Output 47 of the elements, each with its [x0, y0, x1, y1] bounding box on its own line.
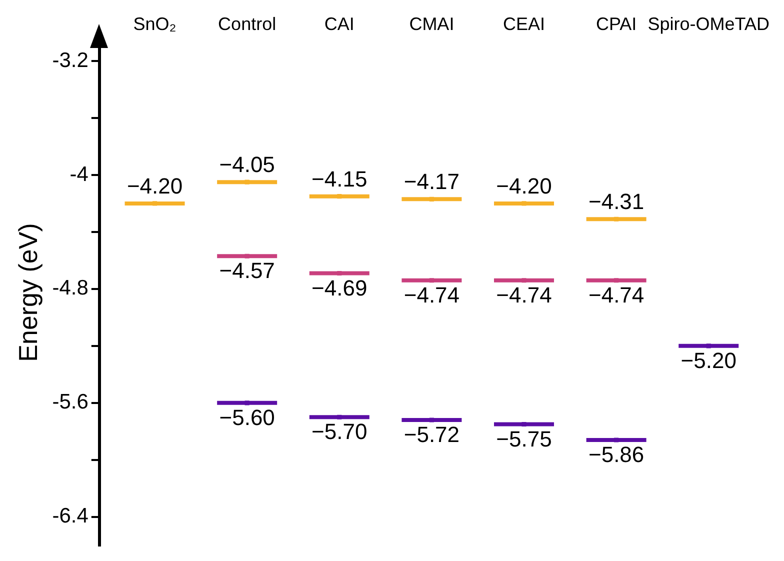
data-label: −5.75: [496, 426, 552, 452]
x-tick-label: CEAI: [502, 14, 546, 34]
point: [337, 414, 342, 420]
y-tick-label: -6.4: [52, 504, 89, 528]
point: [429, 418, 434, 422]
data-label: −5.20: [680, 348, 736, 373]
point: [337, 271, 342, 276]
data-label: −4.74: [404, 282, 460, 308]
data-label: −5.60: [219, 404, 275, 430]
point: [429, 196, 434, 202]
point: [244, 180, 250, 184]
data-label: −4.17: [404, 169, 460, 194]
data-label: −4.74: [496, 282, 552, 308]
y-tick-label: -3.2: [52, 48, 88, 72]
y-tick-label: -4.8: [52, 276, 88, 300]
y-axis-title: Energy (eV): [12, 223, 43, 362]
x-tick-label: SnO₂: [133, 14, 176, 34]
x-tick-label: CPAI: [596, 14, 637, 34]
point: [522, 201, 526, 206]
x-tick-label: CMAI: [409, 14, 454, 34]
point: [337, 194, 342, 199]
x-tick-label: Control: [218, 14, 276, 34]
point: [614, 438, 619, 442]
data-label: −4.69: [312, 275, 368, 300]
data-label: −4.74: [588, 282, 644, 308]
point: [429, 278, 434, 283]
point: [614, 278, 619, 283]
point: [152, 201, 158, 206]
y-tick-label: -5.6: [52, 390, 88, 414]
data-label: −5.86: [588, 442, 644, 468]
data-label: −4.20: [496, 174, 552, 199]
point: [522, 422, 526, 427]
data-label: −5.70: [312, 419, 368, 444]
point: [706, 344, 711, 348]
y-tick-label: -4: [70, 162, 89, 186]
x-tick-label: Spiro-OMeTAD: [648, 14, 770, 34]
point: [614, 216, 619, 222]
data-label: −4.05: [219, 152, 275, 178]
point: [522, 278, 526, 283]
data-label: −4.57: [219, 258, 275, 284]
data-label: −5.72: [404, 422, 460, 448]
x-tick-label: CAI: [324, 14, 354, 34]
data-label: −4.31: [588, 189, 644, 214]
data-label: −4.20: [126, 174, 183, 199]
point: [244, 254, 250, 258]
data-label: −4.15: [312, 166, 368, 192]
point: [244, 400, 250, 406]
